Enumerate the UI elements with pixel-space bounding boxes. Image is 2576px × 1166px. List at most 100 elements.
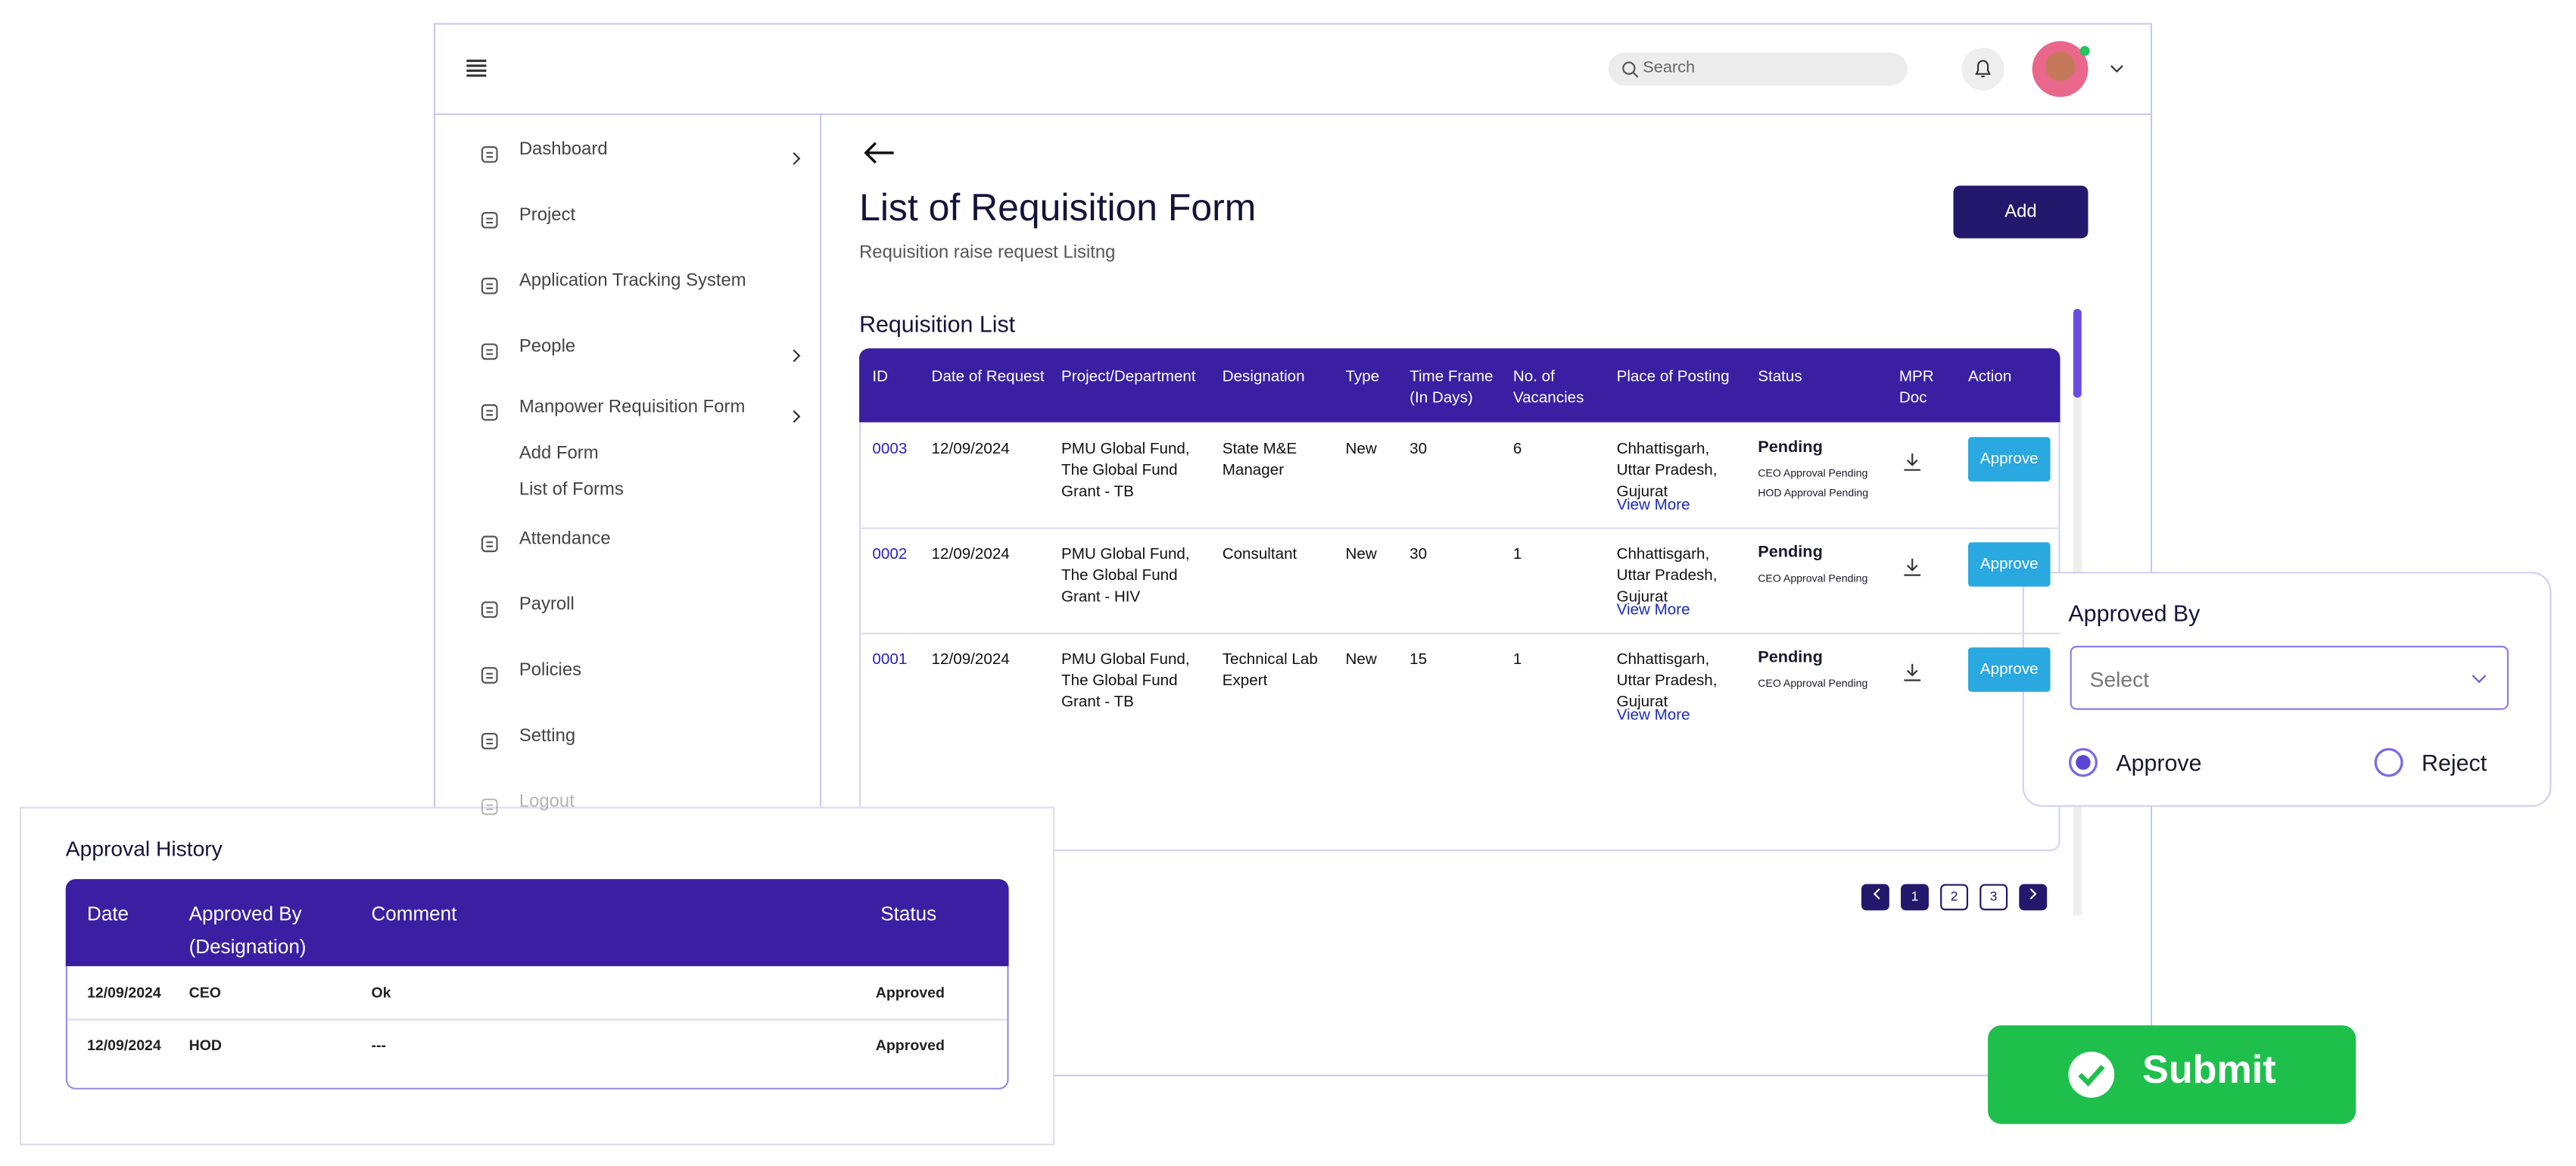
search-box[interactable]: Search [1608,52,1908,86]
menu-icon-glyph [481,667,498,684]
cell-vacancies: 1 [1512,650,1522,669]
approval-history-title: Approval History [65,836,223,862]
approve-option[interactable]: Approve [2116,749,2202,776]
column-header: Time Frame (In Days) [1409,368,1494,407]
menu-item[interactable]: Logout [519,792,575,812]
add-button[interactable]: Add [1953,186,2089,238]
page-number[interactable]: 3 [1980,884,2008,911]
history-column: Date [87,902,129,925]
column-header: Type [1345,368,1380,387]
menu-chevron-glyph [793,349,801,363]
status-text: Pending [1758,438,1823,457]
approval-pending: CEO Approval Pending [1758,468,1868,480]
submit-button[interactable]: Submit [1988,1025,2356,1124]
menu-icon-glyph [481,404,498,421]
download-icon [1904,450,1921,480]
menu-item[interactable]: Dashboard [519,139,608,160]
header-divider [433,113,2153,115]
submit-label: Submit [2142,1048,2276,1093]
menu-icon [481,532,500,562]
approve-button[interactable]: Approve [1968,437,2051,482]
cell-time-frame: 30 [1409,440,1428,459]
status-text: Pending [1758,649,1823,668]
menu-item[interactable]: Setting [519,726,576,747]
download-icon [1904,660,1921,690]
menu-item[interactable]: Policies [519,660,582,681]
status-text: Pending [1758,544,1823,563]
menu-icon [481,340,500,369]
menu-item[interactable]: Application Tracking System [519,271,746,292]
cell-date: 12/09/2024 [931,440,1010,459]
menu-chevron [792,341,802,371]
hamburger-icon[interactable] [465,58,487,80]
approve-radio[interactable] [2068,747,2098,778]
approver-select[interactable]: Select [2070,645,2509,710]
next-glyph [2029,888,2036,899]
notification-button[interactable] [1961,47,2004,91]
menu-icon-glyph [481,211,498,229]
column-header: Date of Request [931,368,1045,387]
reject-radio[interactable] [2374,747,2403,778]
menu-item[interactable]: Manpower Requisition Form [519,398,746,418]
approve-button[interactable]: Approve [1968,542,2051,587]
submenu-item[interactable]: List of Forms [519,479,624,500]
scrollbar-thumb[interactable] [2073,309,2082,398]
menu-icon-glyph [481,732,498,750]
menu-icon-glyph [481,798,498,815]
menu-item[interactable]: Attendance [519,528,611,549]
view-more-link[interactable]: View More [1616,601,1690,620]
column-header: Status [1758,368,1802,387]
cell-project: PMU Global Fund, The Global Fund Grant -… [1061,545,1190,606]
cell-place: Chhattisgarh, Uttar Pradesh, Gujurat [1616,545,1718,606]
reject-option[interactable]: Reject [2422,749,2487,776]
history-cell: Approved [875,984,945,1001]
cell-designation: Technical Lab Expert [1222,650,1318,691]
menu-item[interactable]: Payroll [519,594,575,615]
next-page[interactable] [2019,884,2048,911]
cell-time-frame: 30 [1409,545,1428,564]
online-dot [2079,45,2090,56]
user-avatar[interactable] [2032,41,2089,98]
download-icon-glyph [1904,663,1921,681]
prev-page[interactable] [1861,884,1889,911]
cell-project: PMU Global Fund, The Global Fund Grant -… [1061,650,1190,712]
menu-icon [481,664,500,694]
history-cell: 12/09/2024 [87,1036,161,1053]
column-header: MPR Doc [1899,368,1934,407]
page-number[interactable]: 1 [1901,884,1929,911]
menu-icon [481,401,500,431]
submenu-item[interactable]: Add Form [519,443,599,464]
prev-glyph [1872,888,1880,899]
download-icon-glyph [1904,454,1921,471]
menu-item[interactable]: Project [519,205,576,226]
profile-chevron[interactable] [2110,64,2125,74]
column-header: ID [872,368,889,387]
menu-icon-glyph [481,277,498,295]
menu-item[interactable]: People [519,336,576,357]
cell-vacancies: 1 [1512,545,1522,564]
bell-icon [1975,60,1991,78]
cell-place: Chhattisgarh, Uttar Pradesh, Gujurat [1616,650,1718,712]
approval-pending: CEO Approval Pending [1758,573,1868,585]
menu-icon [481,143,500,173]
history-column: Comment [371,902,457,925]
menu-icon [481,598,500,628]
search-placeholder: Search [1643,59,1696,78]
column-header: Action [1968,368,2012,387]
cell-id: 0003 [872,440,908,459]
cell-place: Chhattisgarh, Uttar Pradesh, Gujurat [1616,440,1718,501]
cell-type: New [1345,440,1377,459]
menu-icon-glyph [481,535,498,553]
view-more-link[interactable]: View More [1616,706,1690,725]
table-card [859,348,2060,852]
back-arrow[interactable] [862,142,895,164]
view-more-link[interactable]: View More [1616,496,1690,515]
menu-icon [481,274,500,304]
menu-icon-glyph [481,343,498,360]
check-icon [2068,1051,2115,1098]
approve-button[interactable]: Approve [1968,647,2051,692]
cell-type: New [1345,545,1377,564]
page-number[interactable]: 2 [1940,884,1969,911]
